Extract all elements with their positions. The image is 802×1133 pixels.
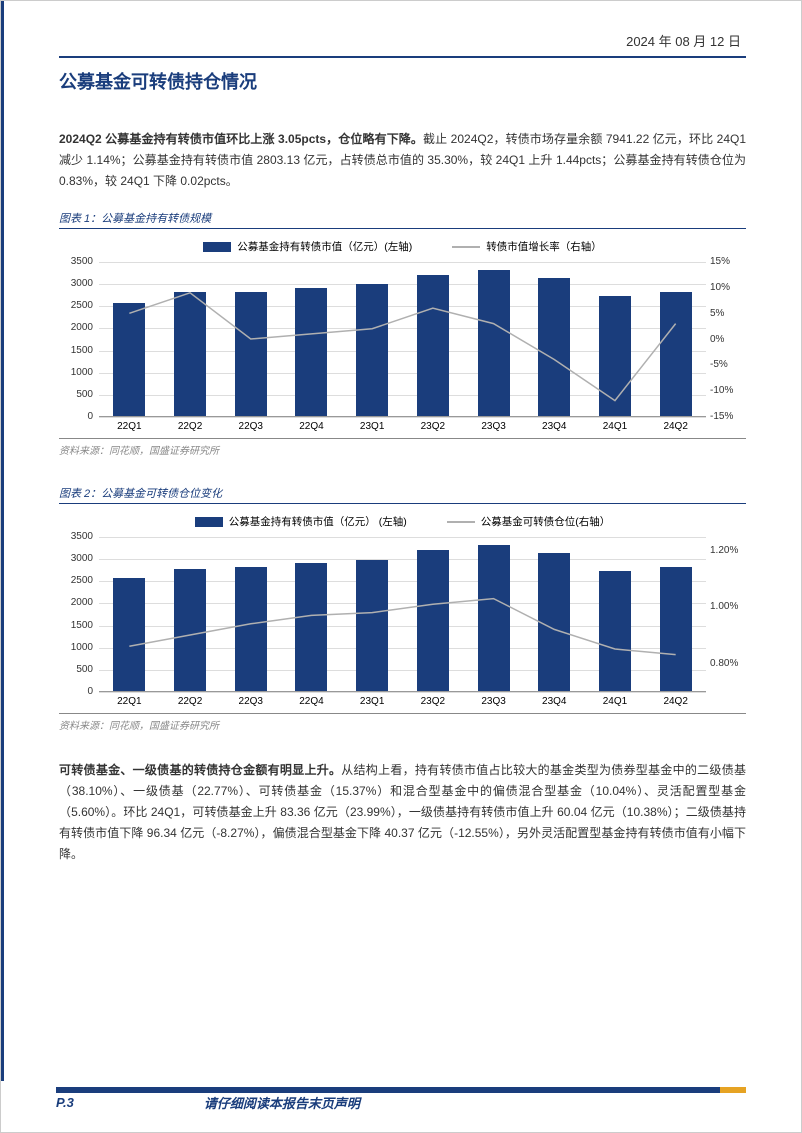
chart-bar bbox=[356, 560, 388, 691]
chart1-legend: 公募基金持有转债市值（亿元）(左轴) 转债市值增长率（右轴） bbox=[59, 239, 746, 254]
x-tick: 22Q4 bbox=[281, 421, 342, 432]
footer-disclaimer: 请仔细阅读本报告末页声明 bbox=[204, 1093, 360, 1112]
y-right-tick: -15% bbox=[710, 411, 744, 422]
chart1-plot: 0500100015002000250030003500-15%-10%-5%0… bbox=[99, 262, 706, 417]
footer-rule bbox=[56, 1087, 746, 1093]
para1-bold: 2024Q2 公募基金持有转债市值环比上涨 3.05pcts，仓位略有下降。 bbox=[59, 132, 423, 146]
chart2-legend-line: 公募基金可转债仓位(右轴） bbox=[481, 514, 611, 529]
y-left-tick: 1000 bbox=[61, 367, 93, 378]
y-left-tick: 2500 bbox=[61, 575, 93, 586]
page-footer: P.3 请仔细阅读本报告末页声明 bbox=[1, 1093, 801, 1112]
chart-bar bbox=[174, 569, 206, 691]
para2-bold: 可转债基金、一级债基的转债持仓金额有明显上升。 bbox=[59, 763, 341, 777]
y-left-tick: 500 bbox=[61, 664, 93, 675]
chart1: 公募基金持有转债市值（亿元）(左轴) 转债市值增长率（右轴） 050010001… bbox=[59, 239, 746, 432]
chart-bar bbox=[660, 567, 692, 691]
section-title-bar: 公募基金可转债持仓情况 bbox=[59, 56, 746, 94]
date-header: 2024 年 08 月 12 日 bbox=[59, 31, 746, 50]
x-tick: 24Q1 bbox=[585, 696, 646, 707]
y-right-tick: 15% bbox=[710, 256, 744, 267]
x-tick: 24Q2 bbox=[645, 421, 706, 432]
legend-line-swatch bbox=[452, 246, 480, 248]
chart-bar bbox=[113, 303, 145, 416]
chart-bar bbox=[478, 545, 510, 691]
chart-bar bbox=[174, 292, 206, 416]
para2-body: 从结构上看，持有转债市值占比较大的基金类型为债券型基金中的二级债基（38.10%… bbox=[59, 763, 746, 861]
chart-bar bbox=[295, 563, 327, 691]
x-tick: 22Q1 bbox=[99, 421, 160, 432]
y-left-tick: 1000 bbox=[61, 642, 93, 653]
x-tick: 24Q2 bbox=[645, 696, 706, 707]
chart1-legend-bar: 公募基金持有转债市值（亿元）(左轴) bbox=[237, 239, 412, 254]
chart2-source: 资料来源：同花顺，国盛证券研究所 bbox=[59, 713, 746, 732]
chart2-plot: 05001000150020002500300035001.20%1.00%0.… bbox=[99, 537, 706, 692]
x-tick: 22Q2 bbox=[160, 696, 221, 707]
chart-bar bbox=[417, 550, 449, 691]
y-left-tick: 3500 bbox=[61, 531, 93, 542]
x-tick: 23Q2 bbox=[403, 696, 464, 707]
chart-bar bbox=[113, 578, 145, 691]
y-right-tick: 5% bbox=[710, 308, 744, 319]
x-tick: 22Q3 bbox=[220, 696, 281, 707]
chart1-legend-line: 转债市值增长率（右轴） bbox=[486, 239, 602, 254]
legend-bar-swatch bbox=[195, 517, 223, 527]
x-tick: 24Q1 bbox=[585, 421, 646, 432]
chart-bar bbox=[235, 567, 267, 691]
y-left-tick: 2000 bbox=[61, 597, 93, 608]
y-left-tick: 1500 bbox=[61, 345, 93, 356]
chart2: 公募基金持有转债市值（亿元） (左轴) 公募基金可转债仓位(右轴） 050010… bbox=[59, 514, 746, 707]
y-right-tick: 10% bbox=[710, 282, 744, 293]
section-title: 公募基金可转债持仓情况 bbox=[59, 68, 746, 94]
chart1-xaxis: 22Q122Q222Q322Q423Q123Q223Q323Q424Q124Q2 bbox=[99, 421, 706, 432]
y-left-tick: 0 bbox=[61, 686, 93, 697]
chart1-caption: 图表 1：公募基金持有转债规模 bbox=[59, 210, 746, 229]
y-left-tick: 3500 bbox=[61, 256, 93, 267]
chart1-source: 资料来源：同花顺，国盛证券研究所 bbox=[59, 438, 746, 457]
chart2-xaxis: 22Q122Q222Q322Q423Q123Q223Q323Q424Q124Q2 bbox=[99, 696, 706, 707]
y-left-tick: 1500 bbox=[61, 620, 93, 631]
x-tick: 22Q1 bbox=[99, 696, 160, 707]
x-tick: 22Q3 bbox=[220, 421, 281, 432]
y-right-tick: 0% bbox=[710, 334, 744, 345]
chart-bar bbox=[478, 270, 510, 416]
chart-bar bbox=[599, 296, 631, 416]
x-tick: 23Q1 bbox=[342, 421, 403, 432]
y-right-tick: -10% bbox=[710, 385, 744, 396]
chart2-legend-bar: 公募基金持有转债市值（亿元） (左轴) bbox=[229, 514, 407, 529]
page-number: P.3 bbox=[56, 1095, 74, 1110]
legend-bar-swatch bbox=[203, 242, 231, 252]
paragraph-1: 2024Q2 公募基金持有转债市值环比上涨 3.05pcts，仓位略有下降。截止… bbox=[59, 129, 746, 192]
chart-bar bbox=[538, 278, 570, 416]
y-left-tick: 2000 bbox=[61, 322, 93, 333]
x-tick: 22Q2 bbox=[160, 421, 221, 432]
chart-bar bbox=[295, 288, 327, 416]
chart2-legend: 公募基金持有转债市值（亿元） (左轴) 公募基金可转债仓位(右轴） bbox=[59, 514, 746, 529]
y-left-tick: 0 bbox=[61, 411, 93, 422]
x-tick: 23Q4 bbox=[524, 696, 585, 707]
y-left-tick: 3000 bbox=[61, 553, 93, 564]
x-tick: 23Q1 bbox=[342, 696, 403, 707]
y-right-tick: -5% bbox=[710, 359, 744, 370]
chart-bar bbox=[660, 292, 692, 416]
legend-line-swatch bbox=[447, 521, 475, 523]
x-tick: 23Q3 bbox=[463, 696, 524, 707]
chart-bar bbox=[417, 275, 449, 416]
y-left-tick: 500 bbox=[61, 389, 93, 400]
chart-bar bbox=[235, 292, 267, 416]
chart2-caption: 图表 2：公募基金可转债仓位变化 bbox=[59, 485, 746, 504]
chart-bar bbox=[538, 553, 570, 691]
x-tick: 23Q4 bbox=[524, 421, 585, 432]
y-left-tick: 2500 bbox=[61, 300, 93, 311]
chart-bar bbox=[356, 284, 388, 416]
x-tick: 22Q4 bbox=[281, 696, 342, 707]
paragraph-2: 可转债基金、一级债基的转债持仓金额有明显上升。从结构上看，持有转债市值占比较大的… bbox=[59, 760, 746, 865]
y-right-tick: 0.80% bbox=[710, 658, 744, 669]
x-tick: 23Q2 bbox=[403, 421, 464, 432]
x-tick: 23Q3 bbox=[463, 421, 524, 432]
y-right-tick: 1.20% bbox=[710, 545, 744, 556]
y-right-tick: 1.00% bbox=[710, 601, 744, 612]
y-left-tick: 3000 bbox=[61, 278, 93, 289]
chart-bar bbox=[599, 571, 631, 691]
